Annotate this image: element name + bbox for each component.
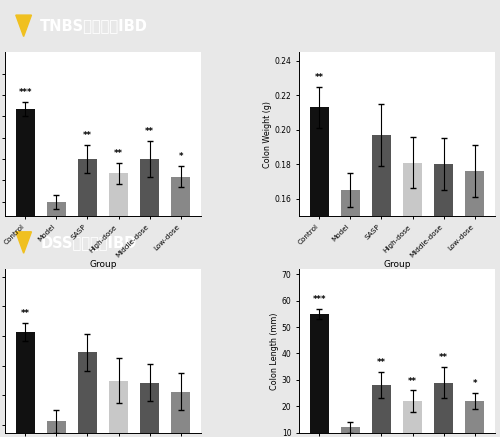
Bar	[109, 381, 128, 437]
Bar	[403, 401, 422, 437]
Bar	[171, 177, 190, 309]
Bar	[78, 352, 97, 437]
Polygon shape	[16, 232, 32, 253]
Text: DSS诱导小鼠IBD: DSS诱导小鼠IBD	[40, 235, 136, 250]
Text: ***: ***	[18, 88, 32, 97]
Bar	[16, 109, 35, 309]
Bar	[140, 383, 160, 437]
X-axis label: Group: Group	[89, 260, 117, 269]
Bar	[109, 173, 128, 309]
Bar	[46, 202, 66, 309]
Text: ***: ***	[312, 295, 326, 304]
Bar	[16, 332, 35, 437]
Bar	[140, 159, 160, 309]
Bar	[46, 421, 66, 437]
Bar	[310, 314, 329, 437]
Text: *: *	[178, 152, 183, 161]
Text: TNBS诱导大鼠IBD: TNBS诱导大鼠IBD	[40, 18, 148, 33]
Bar	[310, 108, 329, 437]
Text: **: **	[20, 309, 30, 319]
Bar	[171, 392, 190, 437]
Text: **: **	[83, 131, 92, 140]
Bar	[340, 190, 360, 437]
Y-axis label: Colon Weight (g): Colon Weight (g)	[262, 101, 272, 168]
Text: **: **	[377, 358, 386, 367]
Bar	[434, 164, 454, 437]
Text: **: **	[439, 353, 448, 362]
Bar	[340, 427, 360, 437]
Bar	[434, 382, 454, 437]
Bar	[372, 135, 391, 437]
Polygon shape	[16, 15, 32, 37]
Bar	[465, 401, 484, 437]
Bar	[465, 171, 484, 437]
Text: **: **	[408, 377, 417, 385]
Bar	[372, 385, 391, 437]
Text: **: **	[114, 149, 123, 158]
Text: **: **	[145, 127, 154, 136]
X-axis label: Group: Group	[384, 260, 411, 269]
Bar	[403, 163, 422, 437]
Text: *: *	[472, 379, 477, 388]
Bar	[78, 159, 97, 309]
Y-axis label: Colon Length (mm): Colon Length (mm)	[270, 312, 279, 390]
Text: **: **	[314, 73, 324, 82]
